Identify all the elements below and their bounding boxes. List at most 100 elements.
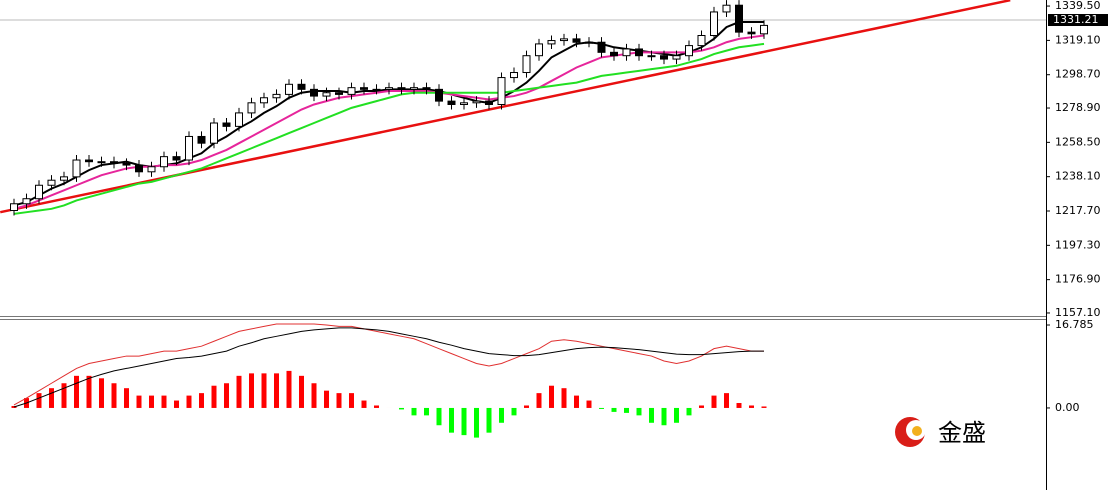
y-tick-label: 1258.50: [1055, 135, 1101, 148]
histogram-bar: [49, 388, 54, 408]
candle-body: [435, 88, 443, 102]
y-tick-label: 1157.10: [1055, 306, 1101, 319]
candle-body: [147, 166, 156, 173]
candle-body: [310, 88, 318, 97]
candle-body: [610, 51, 618, 57]
y-tick-label: 1339.50: [1055, 0, 1101, 12]
candle-body: [235, 112, 243, 127]
candle-body: [685, 45, 693, 57]
histogram-bar: [499, 407, 504, 423]
candle-body: [460, 102, 468, 105]
candle-body: [160, 156, 168, 168]
histogram-bar: [249, 373, 254, 408]
candle-body: [422, 87, 431, 90]
histogram-bar: [374, 405, 379, 408]
histogram-bar: [361, 400, 367, 408]
candle-body: [597, 41, 606, 53]
histogram-bar: [574, 395, 579, 408]
candle-body: [185, 135, 193, 161]
histogram-bar: [624, 407, 629, 413]
histogram-bar: [211, 385, 217, 408]
histogram-bar: [486, 407, 492, 433]
candle-body: [547, 40, 556, 45]
histogram-bar: [299, 375, 304, 408]
candle-body: [285, 83, 293, 95]
candle-body: [472, 100, 481, 104]
macd-line: [13, 323, 764, 406]
candle-body: [347, 87, 356, 95]
candle-body: [110, 161, 118, 164]
candle-body: [710, 11, 718, 37]
candle-body: [10, 203, 18, 211]
histogram-bar: [599, 407, 604, 409]
candle-body: [485, 100, 493, 105]
histogram-bar: [524, 405, 529, 408]
histogram-bar: [736, 403, 742, 408]
moving-average: [13, 42, 765, 215]
histogram-bar: [11, 405, 17, 408]
candle-body: [322, 92, 331, 97]
candle-body: [672, 55, 681, 60]
histogram-bar: [511, 407, 517, 416]
histogram-bar: [749, 405, 754, 408]
histogram-bar: [286, 370, 292, 408]
candle-body: [535, 43, 543, 57]
candle-body: [35, 184, 43, 200]
macd-line: [13, 327, 764, 408]
logo-icon: [912, 426, 922, 436]
candle-body: [622, 48, 631, 57]
histogram-bar: [686, 407, 692, 416]
candle-body: [197, 135, 206, 144]
candle-body: [447, 100, 456, 105]
histogram-bar: [149, 395, 154, 408]
candle-body: [585, 41, 593, 44]
y-tick-label: 1238.10: [1055, 170, 1101, 183]
histogram-bar: [186, 395, 192, 408]
histogram-bar: [661, 407, 667, 426]
candle-body: [272, 93, 281, 99]
histogram-bar: [549, 385, 554, 408]
histogram-bar: [236, 375, 242, 408]
histogram-bar: [336, 393, 342, 408]
candle-body: [722, 4, 731, 13]
histogram-bar: [649, 407, 654, 423]
histogram-bar: [224, 383, 229, 408]
histogram-bar: [411, 407, 417, 416]
histogram-bar: [761, 406, 767, 408]
histogram-bar: [36, 393, 42, 408]
candle-body: [47, 179, 56, 186]
histogram-bar: [461, 407, 467, 436]
histogram-bar: [536, 393, 542, 408]
y-tick-label: 1298.70: [1055, 68, 1101, 81]
candle-body: [210, 122, 218, 144]
y-tick-label: 1319.10: [1055, 33, 1101, 46]
candle-body: [247, 102, 256, 114]
candle-body: [260, 97, 268, 104]
histogram-bar: [161, 395, 167, 408]
candle-body: [510, 72, 518, 79]
candle-body: [697, 35, 706, 47]
candle-body: [410, 87, 418, 90]
candle-body: [72, 159, 81, 178]
histogram-bar: [424, 407, 429, 416]
histogram-bar: [699, 405, 704, 408]
last-price-box: [1048, 14, 1108, 27]
y-tick-label: 1197.30: [1055, 238, 1101, 251]
candle-body: [635, 48, 643, 57]
candle-body: [385, 87, 393, 90]
candle-body: [560, 38, 568, 42]
histogram-bar: [724, 393, 729, 408]
candle-body: [335, 92, 343, 95]
histogram-bar: [711, 395, 717, 408]
candle-body: [660, 55, 668, 60]
histogram-bar: [174, 400, 179, 408]
histogram-bar: [74, 375, 79, 408]
histogram-bar: [449, 407, 454, 433]
candle-body: [522, 55, 531, 74]
candle-body: [22, 198, 31, 205]
y-tick-label: 1217.70: [1055, 204, 1101, 217]
y-tick-label: 16.785: [1055, 318, 1094, 331]
candle-body: [572, 38, 581, 43]
